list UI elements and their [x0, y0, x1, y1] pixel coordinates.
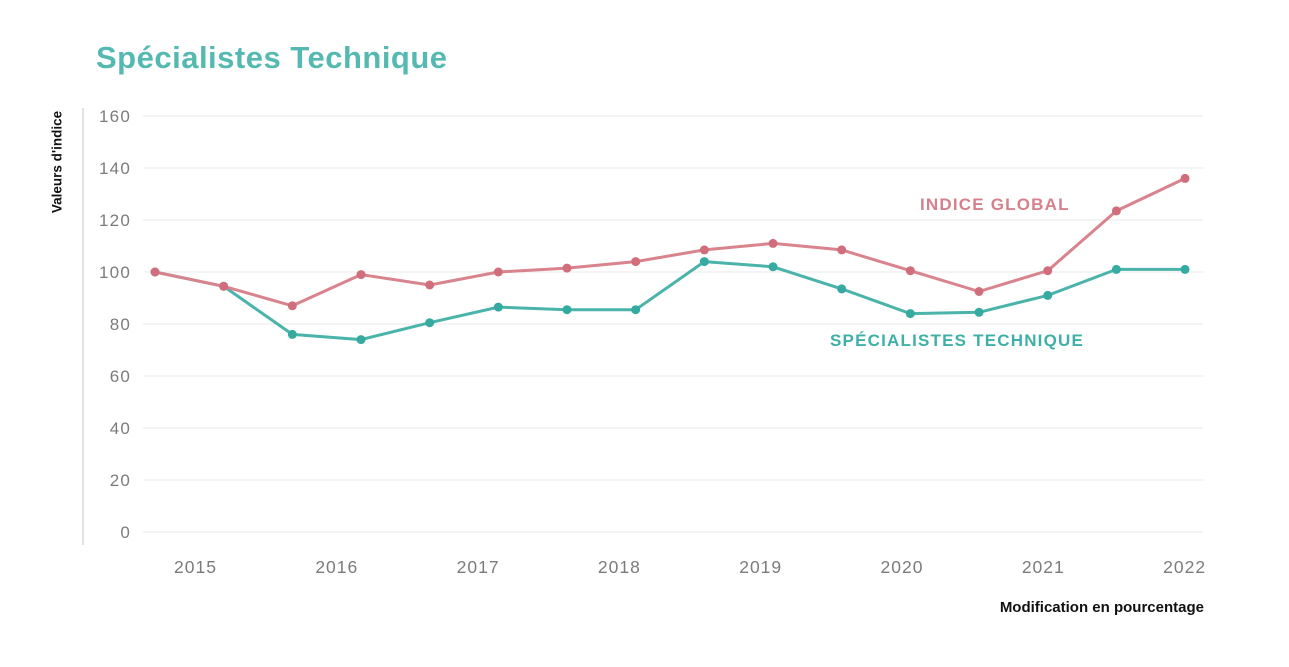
y-tick-label: 40	[110, 419, 131, 438]
data-point-technique	[699, 257, 709, 267]
data-point-global	[287, 301, 297, 311]
data-point-global	[631, 257, 641, 267]
data-point-technique	[356, 335, 366, 345]
x-axis-note: Modification en pourcentage	[999, 599, 1204, 616]
y-tick-label: 20	[110, 471, 131, 490]
data-point-global	[1043, 266, 1053, 276]
data-point-global	[699, 245, 709, 255]
x-tick-label: 2022	[1163, 557, 1206, 577]
data-point-technique	[562, 305, 572, 315]
data-point-global	[562, 263, 572, 273]
data-point-global	[905, 266, 915, 276]
data-point-technique	[287, 329, 297, 339]
data-point-global	[768, 238, 778, 248]
series-line-technique	[153, 260, 1187, 342]
x-tick-label: 2020	[881, 557, 924, 577]
x-tick-label: 2021	[1022, 557, 1065, 577]
data-point-technique	[837, 284, 847, 294]
data-point-global	[150, 267, 160, 277]
data-point-global	[837, 245, 847, 255]
x-tick-label: 2016	[315, 557, 358, 577]
data-point-technique	[1043, 290, 1053, 300]
y-tick-label: 120	[99, 211, 131, 230]
x-tick-label: 2017	[457, 557, 500, 577]
series-label-specialistes-technique: SPÉCIALISTES TECHNIQUE	[830, 331, 1085, 350]
series-label-indice-global: INDICE GLOBAL	[920, 195, 1070, 214]
y-tick-label: 160	[99, 107, 131, 126]
y-tick-label: 100	[99, 263, 131, 282]
data-point-global	[219, 281, 229, 291]
data-point-global	[1111, 206, 1121, 216]
chart-title: Spécialistes Technique	[96, 40, 448, 75]
data-point-technique	[768, 262, 778, 272]
x-tick-label: 2019	[739, 557, 782, 577]
data-point-technique	[1180, 264, 1190, 274]
data-point-technique	[1111, 264, 1121, 274]
data-point-technique	[425, 318, 435, 328]
y-tick-label: 0	[120, 523, 131, 542]
data-point-technique	[974, 307, 984, 317]
data-point-global	[493, 267, 503, 277]
series-line-global	[153, 176, 1187, 308]
data-point-global	[1180, 173, 1190, 183]
data-point-global	[356, 270, 366, 280]
data-point-technique	[905, 309, 915, 319]
y-tick-label: 140	[99, 159, 131, 178]
y-tick-label: 60	[110, 367, 131, 386]
y-tick-label: 80	[110, 315, 131, 334]
data-point-technique	[493, 302, 503, 312]
data-point-global	[974, 287, 984, 296]
data-point-technique	[631, 305, 641, 315]
x-tick-label: 2015	[174, 557, 217, 577]
data-point-global	[425, 280, 435, 290]
x-tick-label: 2018	[598, 557, 641, 577]
